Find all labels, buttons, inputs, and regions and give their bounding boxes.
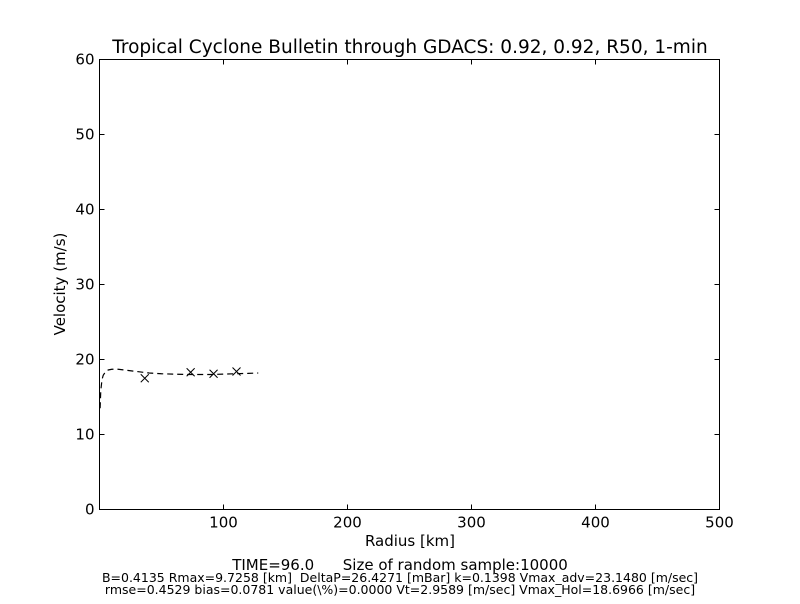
x-tick-label: 300 — [457, 514, 486, 532]
x-tick-label: 400 — [581, 514, 610, 532]
y-tick-label: 0 — [85, 501, 95, 519]
y-axis-label: Velocity (m/s) — [51, 233, 69, 336]
footer-parameters: B=0.4135 Rmax=9.7258 [km] DeltaP=26.4271… — [102, 570, 698, 585]
y-tick-label: 20 — [75, 351, 94, 369]
dashed-velocity-line — [99, 368, 259, 409]
y-axis-ticks: 0 10 20 30 40 50 60 — [75, 51, 720, 519]
series-layer — [99, 367, 259, 409]
y-tick-label: 30 — [75, 276, 94, 294]
x-tick-label: 500 — [705, 514, 734, 532]
footer-statistics: rmse=0.4529 bias=0.0781 value(\%)=0.0000… — [105, 582, 695, 597]
y-tick-label: 60 — [75, 51, 94, 69]
x-marker-point — [209, 369, 218, 379]
x-tick-label: 100 — [209, 514, 238, 532]
x-axis-ticks: 100 200 300 400 500 — [209, 59, 734, 532]
y-tick-label: 50 — [75, 126, 94, 144]
x-tick-label: 200 — [333, 514, 362, 532]
y-tick-label: 10 — [75, 426, 94, 444]
x-axis-label: Radius [km] — [365, 532, 455, 550]
chart-title: Tropical Cyclone Bulletin through GDACS:… — [111, 37, 707, 58]
x-marker-point — [186, 367, 195, 377]
x-marker-point — [232, 367, 241, 376]
footer-time-sample: TIME=96.0 Size of random sample:10000 — [231, 556, 568, 574]
x-marker-point — [140, 373, 150, 383]
y-tick-label: 40 — [75, 201, 94, 219]
plot-frame — [99, 59, 720, 510]
